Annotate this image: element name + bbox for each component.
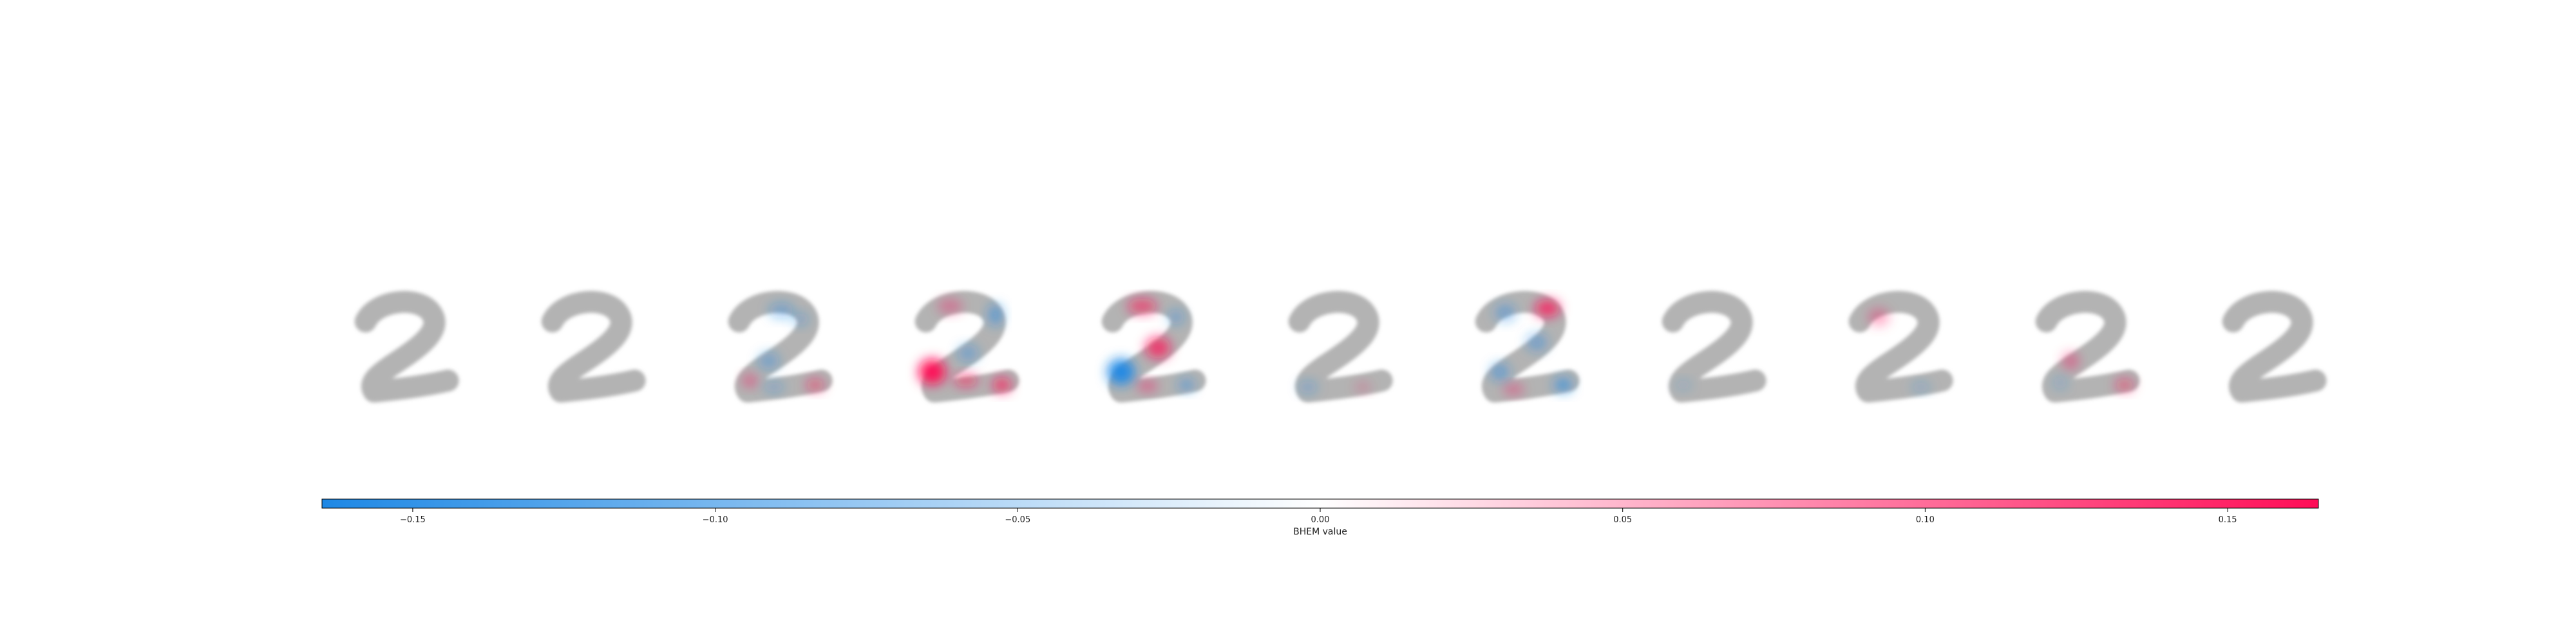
- digit-panel: [1848, 290, 1953, 402]
- attribution-blob-positive: [918, 359, 946, 385]
- colorbar-tick-label: 0.00: [1311, 515, 1330, 525]
- attribution-blob-negative: [1911, 381, 1931, 393]
- attribution-blob-positive: [937, 298, 963, 314]
- attribution-blob-positive: [1535, 299, 1560, 317]
- digit-2-image: [1848, 290, 1953, 402]
- attribution-blob-negative: [2052, 376, 2068, 390]
- colorbar-tick-label: −0.15: [400, 515, 426, 525]
- attribution-blob-negative: [1107, 359, 1135, 385]
- attribution-blob-positive: [1137, 381, 1159, 392]
- digit-panel: [1475, 290, 1580, 402]
- digit-2-image: [541, 290, 646, 402]
- digit-panel: [354, 290, 459, 402]
- colorbar-tick-label: 0.05: [1613, 515, 1632, 525]
- attribution-blob-negative: [988, 304, 1003, 326]
- digit-2-image: [1662, 290, 1766, 402]
- colorbar: −0.15 −0.10 −0.05 0.00 0.05 0.10 0.15 BHEM val…: [321, 498, 2319, 537]
- attribution-blob-negative: [957, 344, 979, 363]
- attribution-blob-negative: [1675, 379, 1692, 391]
- attribution-blob-negative: [1178, 378, 1195, 392]
- colorbar-tick-label: −0.05: [1005, 515, 1030, 525]
- attribution-blob-negative: [1494, 304, 1516, 322]
- digit-2-image: [354, 290, 459, 402]
- colorbar-tick-label: 0.10: [1916, 515, 1935, 525]
- attribution-blob-positive: [742, 374, 757, 388]
- attribution-blob-negative: [1553, 377, 1573, 393]
- digit-2-image: [1288, 290, 1393, 402]
- attribution-blob-negative: [1526, 333, 1548, 352]
- attribution-blob-positive: [953, 374, 979, 388]
- colorbar-axis-label: BHEM value: [1293, 527, 1347, 537]
- colorbar-tick-label: 0.15: [2219, 515, 2237, 525]
- attribution-blob-positive: [1354, 381, 1372, 393]
- attribution-blob-positive: [1502, 384, 1524, 395]
- attribution-blob-positive: [2115, 378, 2134, 392]
- attribution-blob-negative: [1490, 363, 1510, 381]
- digit-panels: [354, 290, 2327, 402]
- colorbar-ticks: −0.15 −0.10 −0.05 0.00 0.05 0.10 0.15: [400, 508, 2237, 525]
- digit-2-image: [2035, 290, 2140, 402]
- digit-panel: [914, 290, 1019, 402]
- digit-panel: [2035, 290, 2140, 402]
- attribution-blob-negative: [1298, 381, 1318, 394]
- attribution-blob-positive: [1127, 298, 1157, 314]
- colorbar-gradient-bar: [321, 498, 2319, 509]
- attribution-blob-positive: [992, 377, 1012, 393]
- attribution-blob-positive: [1868, 308, 1889, 326]
- attribution-blob-negative: [758, 352, 779, 370]
- digit-2-image: [2222, 290, 2327, 402]
- digit-panel: [1288, 290, 1393, 402]
- attribution-blob-positive: [806, 378, 825, 392]
- colorbar-tick-label: −0.10: [703, 515, 728, 525]
- digit-panel: [1101, 290, 1206, 402]
- attribution-blob-negative: [763, 381, 785, 393]
- digit-panel: [728, 290, 833, 402]
- attribution-blob-negative: [1168, 309, 1185, 325]
- digit-panel: [1662, 290, 1766, 402]
- attribution-blob-negative: [768, 303, 795, 319]
- attribution-blob-positive: [1145, 337, 1171, 359]
- attribution-blob-positive: [2062, 352, 2079, 370]
- digit-panel: [2222, 290, 2327, 402]
- attribution-blob-negative: [791, 312, 809, 326]
- digit-panel: [541, 290, 646, 402]
